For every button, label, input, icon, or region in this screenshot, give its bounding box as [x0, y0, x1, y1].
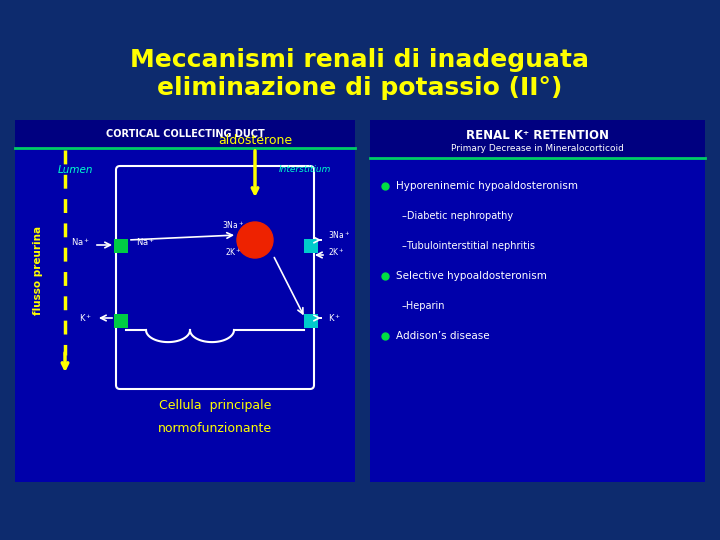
- Text: Na$^+$: Na$^+$: [71, 236, 90, 248]
- Text: –Heparin: –Heparin: [402, 301, 446, 311]
- Text: –Diabetic nephropathy: –Diabetic nephropathy: [402, 211, 513, 221]
- Text: Na$^+$: Na$^+$: [136, 236, 155, 248]
- Circle shape: [237, 222, 273, 258]
- Text: Hyporeninemic hypoaldosteronism: Hyporeninemic hypoaldosteronism: [396, 181, 578, 191]
- Text: Lumen: Lumen: [58, 165, 93, 175]
- Bar: [15, 120, 355, 148]
- Text: CORTICAL COLLECTING DUCT: CORTICAL COLLECTING DUCT: [106, 129, 264, 139]
- FancyBboxPatch shape: [116, 166, 314, 389]
- Text: Meccanismi renali di inadeguata: Meccanismi renali di inadeguata: [130, 48, 590, 72]
- Bar: [15, 120, 355, 482]
- Text: eliminazione di potassio (II°): eliminazione di potassio (II°): [157, 76, 563, 100]
- Text: K$^+$: K$^+$: [79, 312, 92, 324]
- Text: 2K$^+$: 2K$^+$: [328, 246, 345, 258]
- Text: Primary Decrease in Mineralocorticoid: Primary Decrease in Mineralocorticoid: [451, 144, 624, 153]
- Text: K$^+$: K$^+$: [328, 312, 341, 324]
- Bar: [114, 314, 128, 328]
- Bar: [370, 120, 705, 482]
- Text: 3Na$^+$: 3Na$^+$: [328, 229, 351, 241]
- Text: –Tubulointerstitial nephritis: –Tubulointerstitial nephritis: [402, 241, 535, 251]
- Text: Addison’s disease: Addison’s disease: [396, 331, 490, 341]
- Text: 3Na$^+$: 3Na$^+$: [222, 219, 244, 231]
- Text: normofunzionante: normofunzionante: [158, 422, 272, 435]
- Text: Cellula  principale: Cellula principale: [159, 399, 271, 411]
- Text: Interstitium: Interstitium: [279, 165, 331, 174]
- Bar: [304, 239, 318, 253]
- Bar: [304, 314, 318, 328]
- Text: Selective hypoaldosteronism: Selective hypoaldosteronism: [396, 271, 547, 281]
- Bar: [370, 120, 705, 158]
- Text: RENAL K⁺ RETENTION: RENAL K⁺ RETENTION: [466, 129, 609, 141]
- Text: 2K$^+$: 2K$^+$: [225, 246, 241, 258]
- Text: flusso preurina: flusso preurina: [33, 225, 43, 315]
- Bar: [114, 239, 128, 253]
- Text: aldosterone: aldosterone: [218, 133, 292, 146]
